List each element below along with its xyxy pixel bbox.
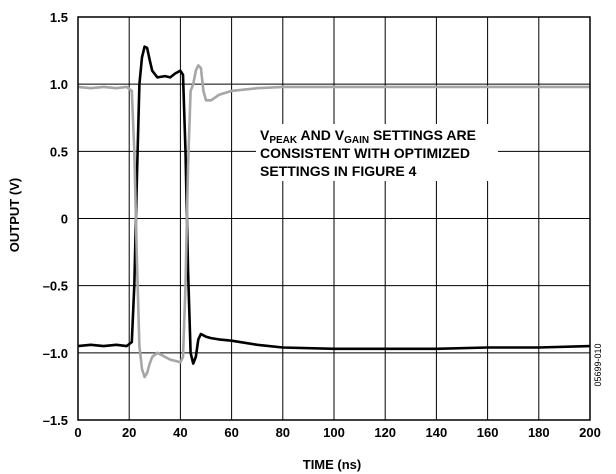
x-tick-label: 160 xyxy=(477,425,499,440)
annotation-v1: V xyxy=(260,127,270,143)
data-series xyxy=(77,45,591,379)
y-tick-label: –1.5 xyxy=(43,413,68,428)
y-tick-label: –0.5 xyxy=(43,279,68,294)
annotation-settings-are: SETTINGS ARE xyxy=(369,127,476,143)
annotation-line-3: SETTINGS IN FIGURE 4 xyxy=(260,163,417,179)
x-tick-label: 80 xyxy=(276,425,290,440)
annotation-gain-subscript: GAIN xyxy=(344,135,369,146)
y-axis-ticks: 1.5 1.0 0.5 0 –0.5 –1.0 –1.5 xyxy=(43,10,68,428)
y-tick-label: 0.5 xyxy=(50,144,68,159)
y-tick-label: 0 xyxy=(61,212,68,227)
x-tick-label: 100 xyxy=(323,425,345,440)
x-tick-label: 20 xyxy=(122,425,136,440)
x-tick-label: 200 xyxy=(579,425,601,440)
series-line-1 xyxy=(77,45,591,365)
annotation-line-1: VPEAK AND VGAIN SETTINGS ARE xyxy=(260,127,476,146)
x-axis-title: TIME (ns) xyxy=(303,457,362,472)
series-line-2 xyxy=(77,64,590,379)
x-axis-ticks: 0 20 40 60 80 100 120 140 160 180 200 xyxy=(74,425,600,440)
x-tick-label: 40 xyxy=(173,425,187,440)
plot-frame xyxy=(77,16,591,421)
y-tick-label: –1.0 xyxy=(43,346,68,361)
y-tick-label: 1.0 xyxy=(50,77,68,92)
figure-code: 05699-010 xyxy=(593,343,603,386)
x-tick-label: 60 xyxy=(224,425,238,440)
annotation-line-2: CONSISTENT WITH OPTIMIZED xyxy=(260,145,470,161)
annotation-background xyxy=(256,124,498,181)
x-tick-label: 140 xyxy=(426,425,448,440)
x-tick-label: 120 xyxy=(374,425,396,440)
x-tick-label: 0 xyxy=(74,425,81,440)
y-tick-label: 1.5 xyxy=(50,10,68,25)
grid-lines xyxy=(78,17,590,420)
annotation-and-v: AND V xyxy=(297,127,345,143)
x-tick-label: 180 xyxy=(528,425,550,440)
y-axis-title: OUTPUT (V) xyxy=(7,178,22,252)
annotation-peak-subscript: PEAK xyxy=(269,135,298,146)
